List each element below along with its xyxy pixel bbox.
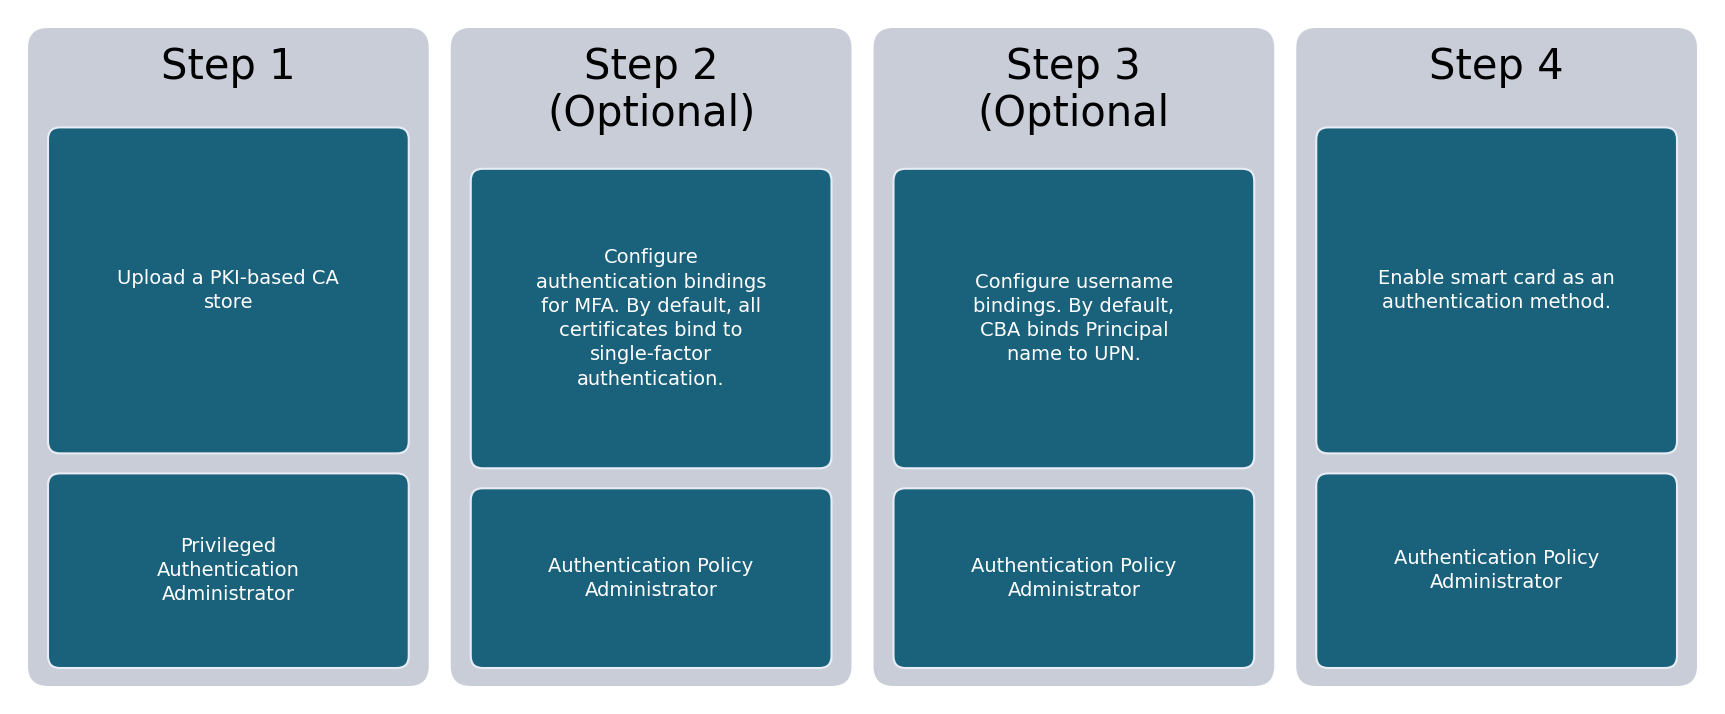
- FancyBboxPatch shape: [894, 488, 1254, 668]
- Text: Authentication Policy
Administrator: Authentication Policy Administrator: [549, 556, 754, 600]
- FancyBboxPatch shape: [1295, 28, 1697, 686]
- Text: Privileged
Authentication
Administrator: Privileged Authentication Administrator: [157, 537, 300, 605]
- Text: Step 4: Step 4: [1430, 46, 1565, 88]
- Text: Upload a PKI-based CA
store: Upload a PKI-based CA store: [117, 268, 340, 312]
- FancyBboxPatch shape: [873, 28, 1275, 686]
- FancyBboxPatch shape: [48, 127, 409, 453]
- Text: Enable smart card as an
authentication method.: Enable smart card as an authentication m…: [1378, 268, 1615, 312]
- Text: Step 1: Step 1: [160, 46, 295, 88]
- FancyBboxPatch shape: [1316, 127, 1677, 453]
- FancyBboxPatch shape: [471, 169, 831, 468]
- FancyBboxPatch shape: [1316, 473, 1677, 668]
- Text: Configure
authentication bindings
for MFA. By default, all
certificates bind to
: Configure authentication bindings for MF…: [536, 248, 766, 388]
- Text: Configure username
bindings. By default,
CBA binds Principal
name to UPN.: Configure username bindings. By default,…: [973, 273, 1175, 364]
- FancyBboxPatch shape: [450, 28, 852, 686]
- FancyBboxPatch shape: [48, 473, 409, 668]
- Text: Authentication Policy
Administrator: Authentication Policy Administrator: [1394, 549, 1599, 593]
- Text: Step 2
(Optional): Step 2 (Optional): [547, 46, 756, 135]
- Text: Step 3
(Optional: Step 3 (Optional: [978, 46, 1170, 135]
- FancyBboxPatch shape: [894, 169, 1254, 468]
- FancyBboxPatch shape: [471, 488, 831, 668]
- FancyBboxPatch shape: [28, 28, 430, 686]
- Text: Authentication Policy
Administrator: Authentication Policy Administrator: [971, 556, 1176, 600]
